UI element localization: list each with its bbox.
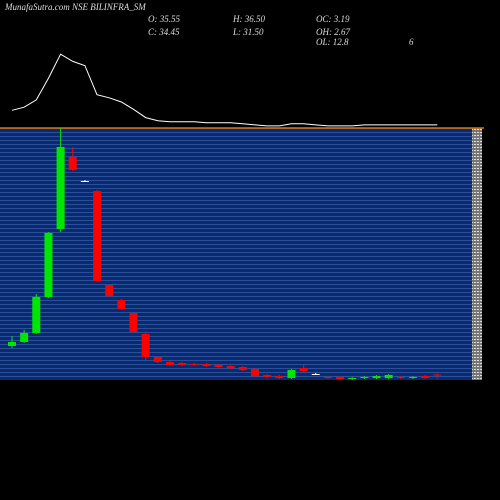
candle-body (190, 364, 199, 365)
candle-body (202, 364, 211, 366)
candle-body (93, 191, 102, 281)
candle-body (336, 377, 345, 379)
candle-body (80, 181, 89, 182)
candle-body (287, 370, 296, 378)
chart-title: MunafaSutra.com NSE BILINFRA_SM (4, 2, 146, 12)
candle-body (421, 376, 430, 378)
candle-body (275, 376, 284, 378)
candle-body (396, 377, 405, 378)
candle-body (117, 300, 126, 309)
candle-body (68, 157, 77, 170)
ohlc-label: L: 31.50 (232, 27, 264, 37)
candle-body (8, 342, 16, 346)
ohlc-label: O: 35.55 (148, 14, 180, 24)
candle-body (214, 365, 223, 367)
candle-body (105, 285, 114, 296)
candle-body (372, 376, 381, 378)
candle-body (165, 362, 174, 365)
candle-body (433, 374, 442, 376)
candle-body (384, 375, 393, 378)
candle-body (153, 357, 162, 362)
ohlc-label: C: 34.45 (148, 27, 180, 37)
candle-body (299, 368, 308, 371)
candle-body (20, 333, 29, 342)
candle-body (323, 377, 332, 378)
candle-body (360, 377, 369, 378)
candle-body (408, 377, 417, 378)
indicator-line (11, 53, 438, 127)
candle-body (348, 378, 357, 379)
candle-body (238, 367, 247, 370)
candle-body (178, 363, 187, 365)
price-scale (472, 128, 482, 380)
candle-body (129, 313, 138, 332)
ohlc-label: OC: 3.19 (316, 14, 350, 24)
candle-body (32, 297, 41, 333)
ohlc-label: H: 36.50 (232, 14, 265, 24)
candle-body (311, 374, 320, 375)
candle-body (56, 147, 65, 229)
candle-body (263, 375, 272, 377)
ohlc-label: OH: 2.67 (316, 27, 350, 37)
candle-body (251, 369, 259, 376)
price-panel (0, 128, 474, 380)
candle-body (226, 366, 235, 368)
candle-body (141, 334, 150, 357)
ohlc-label: OL: 12.8 (316, 37, 349, 47)
candle-body (44, 233, 53, 297)
ohlc-label: 6 (409, 37, 414, 47)
